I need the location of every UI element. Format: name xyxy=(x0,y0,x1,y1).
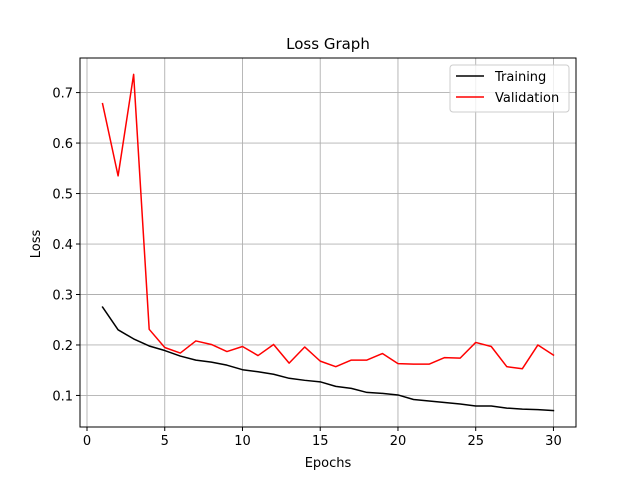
x-tick-label: 25 xyxy=(467,434,484,449)
x-tick-label: 5 xyxy=(161,434,169,449)
legend-label-validation: Validation xyxy=(495,91,559,106)
y-tick-label: 0.4 xyxy=(52,238,73,253)
plot-frame xyxy=(79,57,577,428)
y-tick-label: 0.5 xyxy=(52,188,73,203)
legend: Training Validation xyxy=(449,64,570,113)
x-tick-label: 20 xyxy=(390,434,407,449)
x-tick-label: 10 xyxy=(234,434,251,449)
y-axis-label: Loss xyxy=(29,230,44,259)
x-tick-label: 15 xyxy=(312,434,329,449)
axis-ticks: 0 5 10 15 20 25 30 0.1 0.2 0.3 0.4 0.5 0.6 0.7 xyxy=(52,87,561,449)
grid xyxy=(80,58,576,427)
series-lines xyxy=(101,73,555,412)
y-tick-label: 0.6 xyxy=(52,137,73,152)
y-tick-label: 0.2 xyxy=(52,339,73,354)
chart-title: Loss Graph xyxy=(286,35,370,53)
x-tick-label: 0 xyxy=(83,434,91,449)
x-axis-label: Epochs xyxy=(305,456,352,471)
legend-label-training: Training xyxy=(494,70,546,85)
y-tick-label: 0.3 xyxy=(52,288,73,303)
series-line-validation xyxy=(101,73,555,370)
y-tick-label: 0.7 xyxy=(52,87,73,102)
series-line-training xyxy=(101,306,555,412)
y-tick-label: 0.1 xyxy=(52,389,73,404)
x-tick-label: 30 xyxy=(545,434,562,449)
